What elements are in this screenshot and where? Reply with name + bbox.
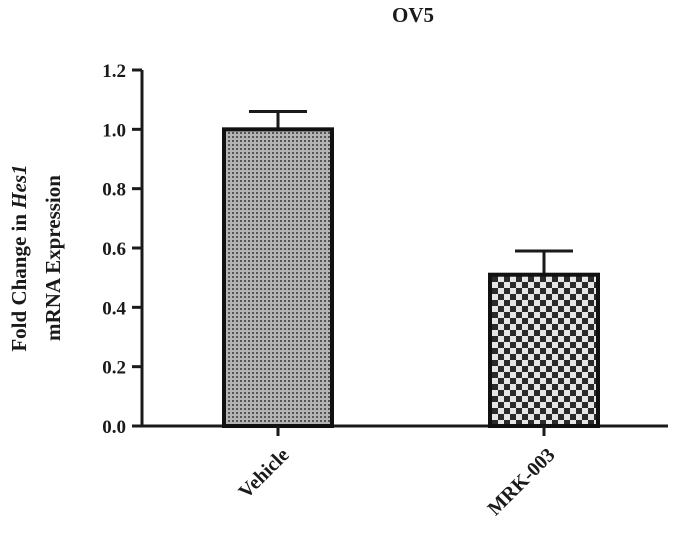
plot-area: 0.0 0.2 0.4 0.6 0.8 1.0 1.2 Vehicle MRK-003: [102, 61, 668, 520]
y-axis-label-gene: Hes1: [7, 164, 31, 209]
y-tick-label: 0.8: [102, 180, 126, 201]
bar-vehicle: [222, 127, 334, 428]
y-tick-label: 0.2: [102, 358, 126, 379]
chart-title: OV5: [392, 3, 434, 27]
y-tick-label: 1.0: [102, 120, 126, 141]
y-axis-label-line2: mRNA Expression: [41, 175, 65, 341]
y-axis-label-prefix: Fold Change in: [7, 209, 31, 352]
y-tick-label: 0.6: [102, 239, 126, 260]
y-tick-label: 1.2: [102, 61, 126, 82]
y-tick-label: 0.0: [102, 417, 126, 438]
x-tick-label: MRK-003: [483, 444, 559, 520]
x-tick-label: Vehicle: [235, 444, 294, 503]
y-axis-label: Fold Change in Hes1: [7, 164, 31, 351]
y-tick-label: 0.4: [102, 298, 126, 319]
bar-mrk-003: [488, 272, 600, 429]
